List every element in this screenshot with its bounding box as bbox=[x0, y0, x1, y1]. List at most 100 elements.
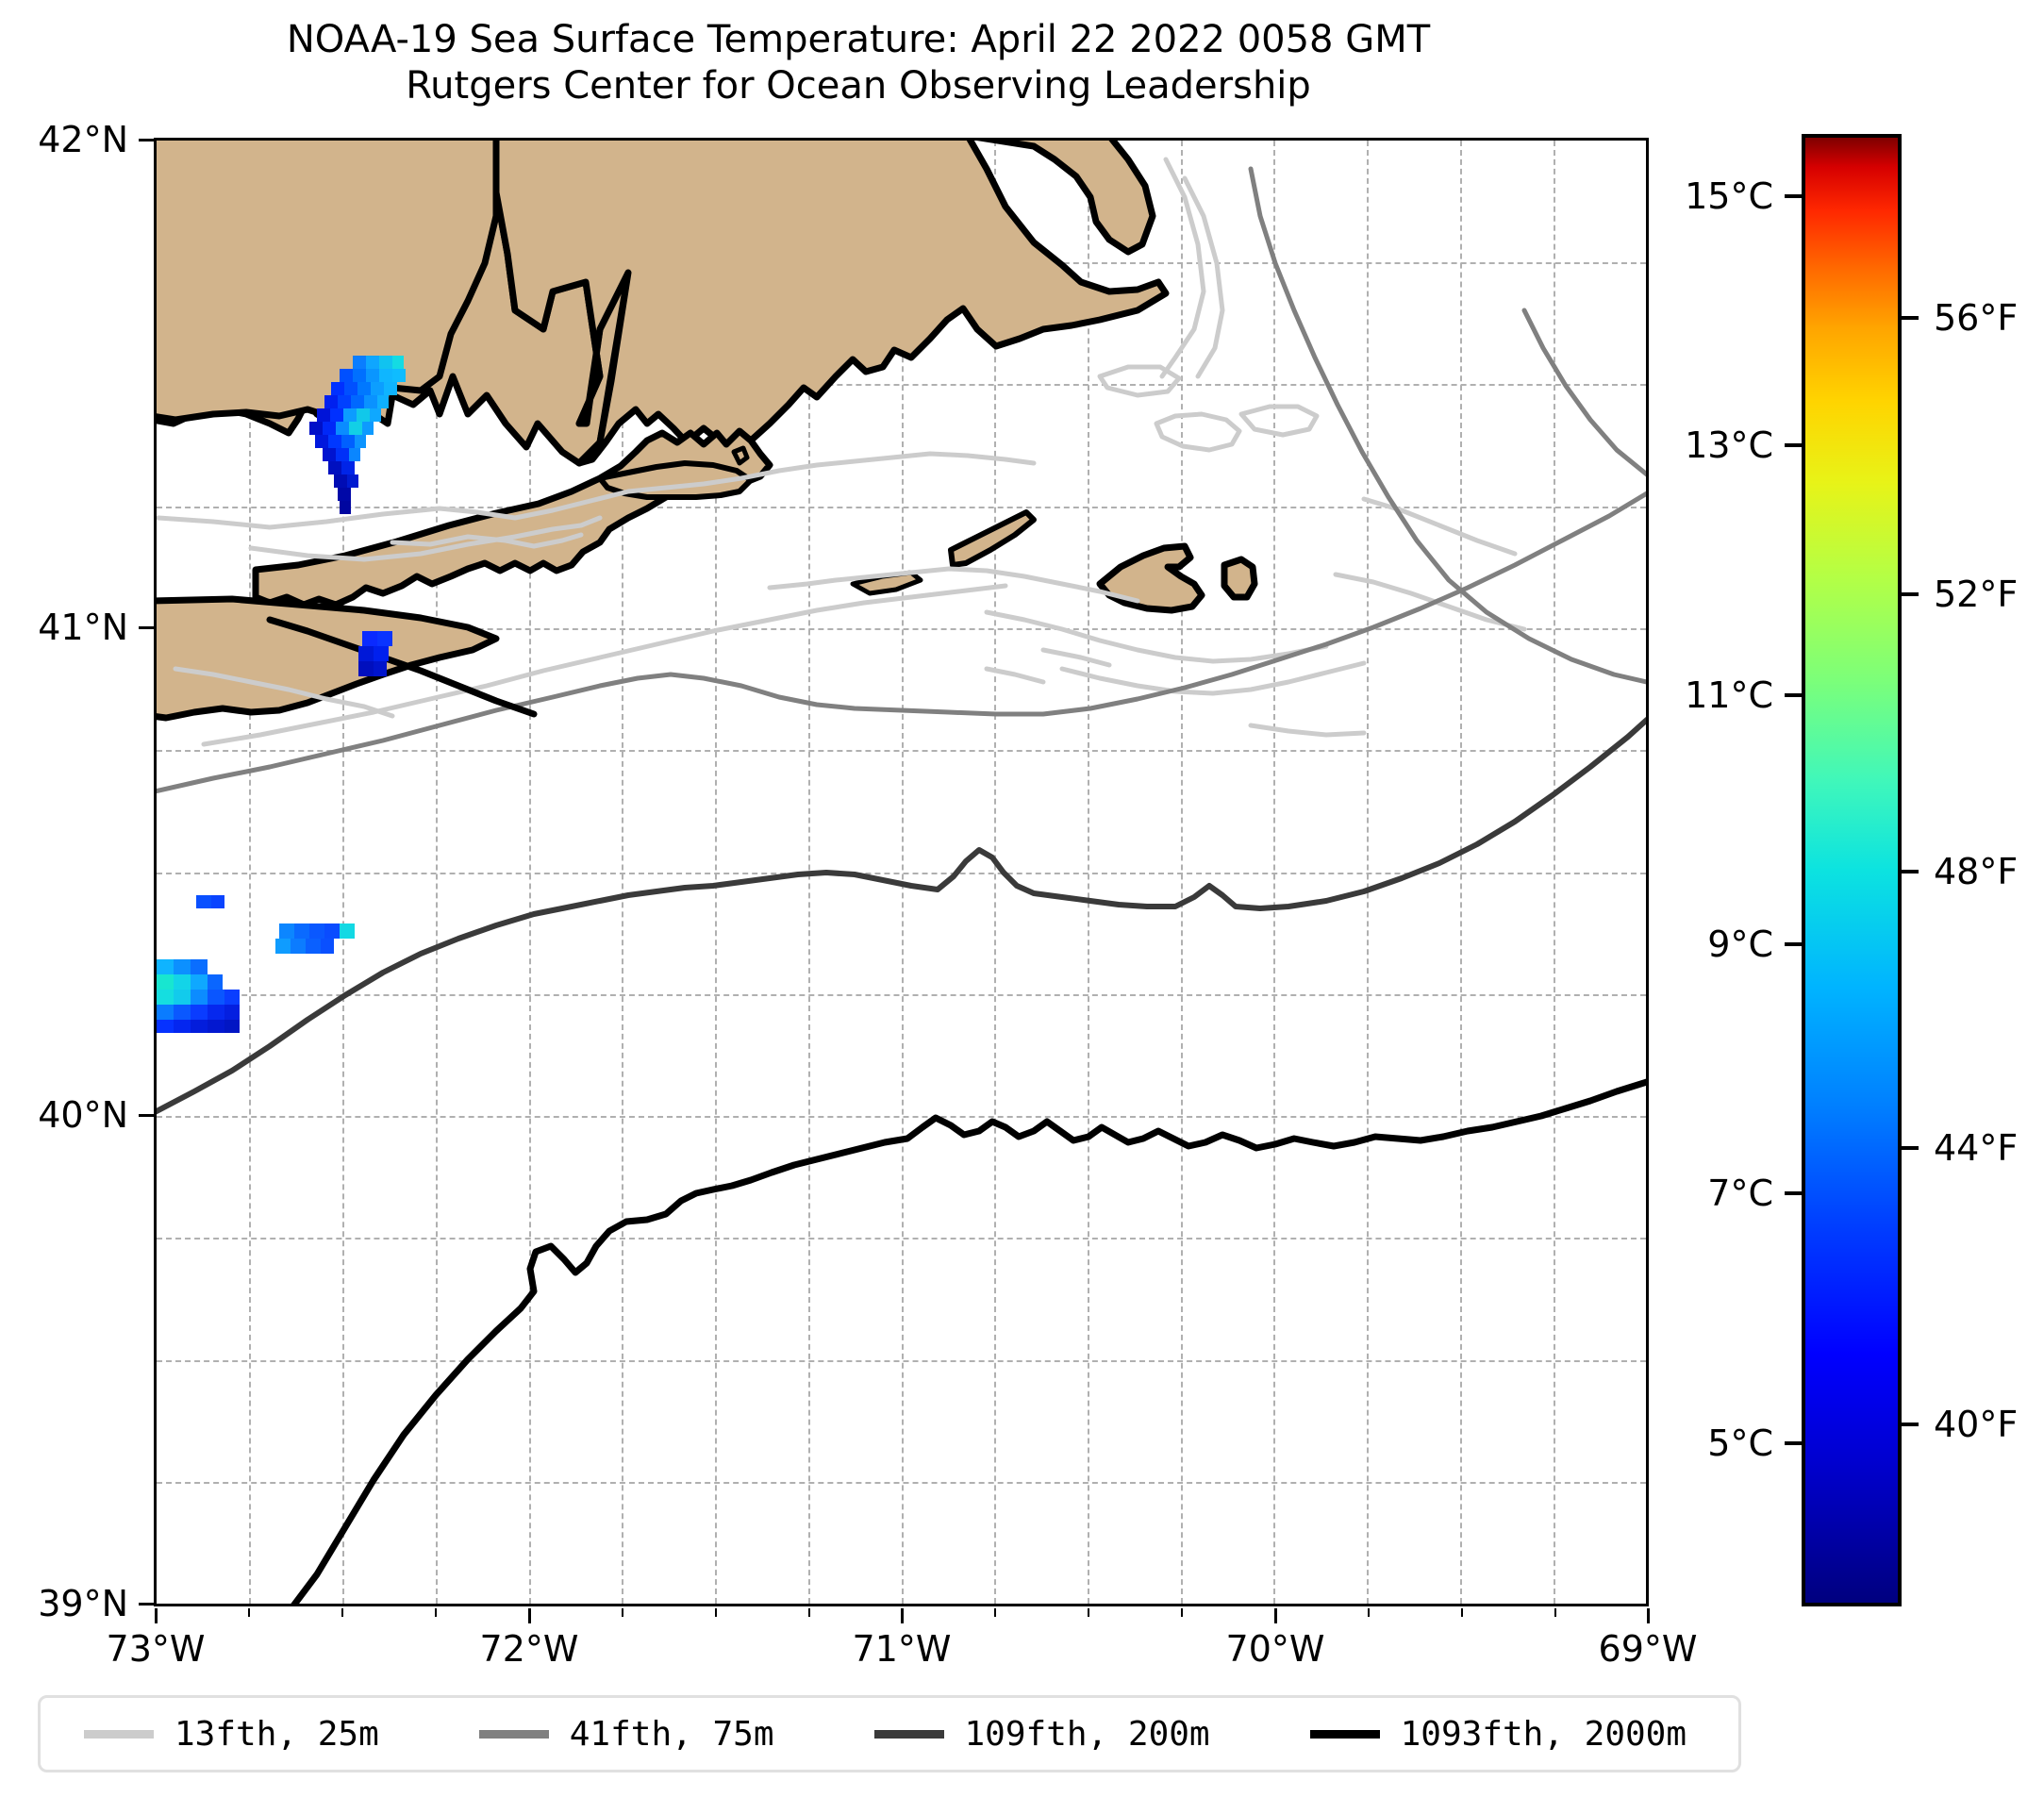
bathy-25m-nantucket-shoals-a bbox=[984, 609, 1329, 664]
sst-pixel bbox=[353, 356, 366, 369]
sst-pixel bbox=[174, 959, 191, 974]
tick-lon-minor bbox=[808, 1608, 810, 1617]
sst-pixel bbox=[315, 435, 328, 448]
tick-lon-71 bbox=[901, 1608, 904, 1623]
colorbar-label-15c: 15°C bbox=[1685, 175, 1773, 217]
gridline-lat-40-25 bbox=[157, 994, 1646, 996]
gridline-lon-70-50 bbox=[1088, 141, 1089, 1604]
sst-pixel bbox=[294, 923, 309, 939]
legend-label-25m: 13fth, 25m bbox=[174, 1714, 379, 1754]
legend-swatch-200m bbox=[873, 1729, 944, 1739]
sst-pixel bbox=[374, 646, 389, 661]
bathy-25m-misc-3 bbox=[1333, 572, 1527, 632]
colorbar-gradient bbox=[1802, 134, 1902, 1606]
sst-pixel bbox=[174, 990, 191, 1005]
sst-pixel bbox=[157, 990, 174, 1005]
gridline-lat-40-50 bbox=[157, 873, 1646, 874]
lon-label-73: 73°W bbox=[106, 1628, 206, 1670]
sst-pixel bbox=[279, 923, 294, 939]
gridline-lat-39-50 bbox=[157, 1360, 1646, 1362]
legend-swatch-2000m bbox=[1309, 1729, 1380, 1739]
bathy-25m-shoal-blob-2 bbox=[1238, 404, 1320, 438]
gridline-lon-72-75 bbox=[249, 141, 251, 1604]
sst-data-group bbox=[157, 356, 406, 1033]
bathy-25m-misc-5 bbox=[1248, 723, 1367, 738]
colorbar-label-11c: 11°C bbox=[1685, 674, 1773, 716]
sst-pixel bbox=[157, 959, 174, 974]
gridline-lon-72-25 bbox=[436, 141, 438, 1604]
sst-pixel bbox=[353, 369, 366, 382]
bathymetry-legend: 13fth, 25m 41fth, 75m 109fth, 200m 1093f… bbox=[38, 1695, 1741, 1772]
sst-pixel bbox=[357, 408, 370, 422]
sst-pixel bbox=[374, 661, 387, 676]
sst-pixel bbox=[191, 1020, 208, 1033]
sst-pixel bbox=[309, 923, 324, 939]
bathy-25m-cape-cod-bay bbox=[1159, 157, 1206, 379]
sst-pixel bbox=[330, 408, 343, 422]
colorbar-tick-13c bbox=[1785, 443, 1802, 447]
sst-pixel bbox=[309, 422, 323, 435]
sst-pixel bbox=[336, 422, 349, 435]
gridline-lat-41-50 bbox=[157, 384, 1646, 386]
sst-pixel bbox=[351, 395, 364, 408]
tick-lat-39 bbox=[139, 1603, 154, 1606]
bathy-75m-main bbox=[157, 491, 1646, 794]
gridline-lat-40-75 bbox=[157, 750, 1646, 752]
sst-pixel bbox=[323, 422, 336, 435]
sst-pixel bbox=[379, 369, 392, 382]
sst-pixel bbox=[331, 382, 344, 395]
colorbar[interactable]: 15°C 13°C 11°C 9°C 7°C 5°C 56°F 52°F 48°… bbox=[1685, 134, 2018, 1606]
sst-pixel bbox=[379, 356, 392, 369]
sst-pixel bbox=[208, 990, 224, 1005]
lon-label-69: 69°W bbox=[1598, 1628, 1698, 1670]
sst-pixel bbox=[208, 1020, 224, 1033]
tick-lon-minor bbox=[248, 1608, 250, 1617]
gridline-lon-70-25 bbox=[1181, 141, 1183, 1604]
sst-pixel bbox=[336, 448, 349, 461]
sst-pixel bbox=[191, 1005, 208, 1020]
bathy-25m-misc-4 bbox=[1361, 496, 1518, 557]
legend-swatch-75m bbox=[478, 1729, 549, 1739]
sst-pixel bbox=[174, 1020, 191, 1033]
sst-pixel bbox=[340, 501, 351, 514]
gridline-lon-69-25 bbox=[1554, 141, 1555, 1604]
sst-pixel bbox=[211, 895, 224, 908]
legend-item-75m[interactable]: 41fth, 75m bbox=[478, 1715, 774, 1754]
sst-pixel bbox=[392, 369, 406, 382]
sst-pixel bbox=[358, 646, 374, 661]
sst-pixel bbox=[328, 461, 341, 474]
sst-pixel bbox=[349, 448, 360, 461]
sst-pixel bbox=[208, 974, 223, 990]
gridline-lat-41-25 bbox=[157, 507, 1646, 508]
sst-pixel bbox=[174, 1005, 191, 1020]
sst-pixel bbox=[392, 356, 404, 369]
colorbar-label-9c: 9°C bbox=[1707, 923, 1773, 965]
bathy-25m-shoal-blob-3 bbox=[1097, 364, 1182, 398]
gridline-lon-70-75 bbox=[994, 141, 996, 1604]
gridline-lon-71 bbox=[902, 141, 904, 1604]
colorbar-tick-9c bbox=[1785, 942, 1802, 946]
tick-lon-minor bbox=[1368, 1608, 1370, 1617]
colorbar-tick-56f bbox=[1902, 316, 1919, 320]
sst-pixel bbox=[224, 990, 240, 1005]
colorbar-tick-15c bbox=[1785, 194, 1802, 198]
tick-lat-41 bbox=[139, 626, 154, 629]
legend-item-200m[interactable]: 109fth, 200m bbox=[873, 1714, 1210, 1754]
lat-label-40: 40°N bbox=[38, 1094, 128, 1136]
legend-item-25m[interactable]: 13fth, 25m bbox=[84, 1715, 379, 1754]
colorbar-tick-52f bbox=[1902, 592, 1919, 596]
sst-pixel bbox=[328, 435, 341, 448]
legend-label-200m: 109fth, 200m bbox=[964, 1714, 1210, 1754]
sst-pixel bbox=[323, 448, 336, 461]
sst-pixel bbox=[377, 631, 392, 646]
sst-pixel bbox=[344, 382, 357, 395]
map-plot-area[interactable] bbox=[154, 138, 1649, 1606]
gridline-lon-72-50 bbox=[342, 141, 344, 1604]
legend-item-2000m[interactable]: 1093fth, 2000m bbox=[1309, 1715, 1687, 1754]
sst-pixel bbox=[321, 939, 334, 954]
tick-lon-73 bbox=[155, 1608, 158, 1623]
gridline-lon-71-75 bbox=[622, 141, 623, 1604]
sst-pixel bbox=[340, 369, 353, 382]
tick-lon-minor bbox=[1181, 1608, 1183, 1617]
